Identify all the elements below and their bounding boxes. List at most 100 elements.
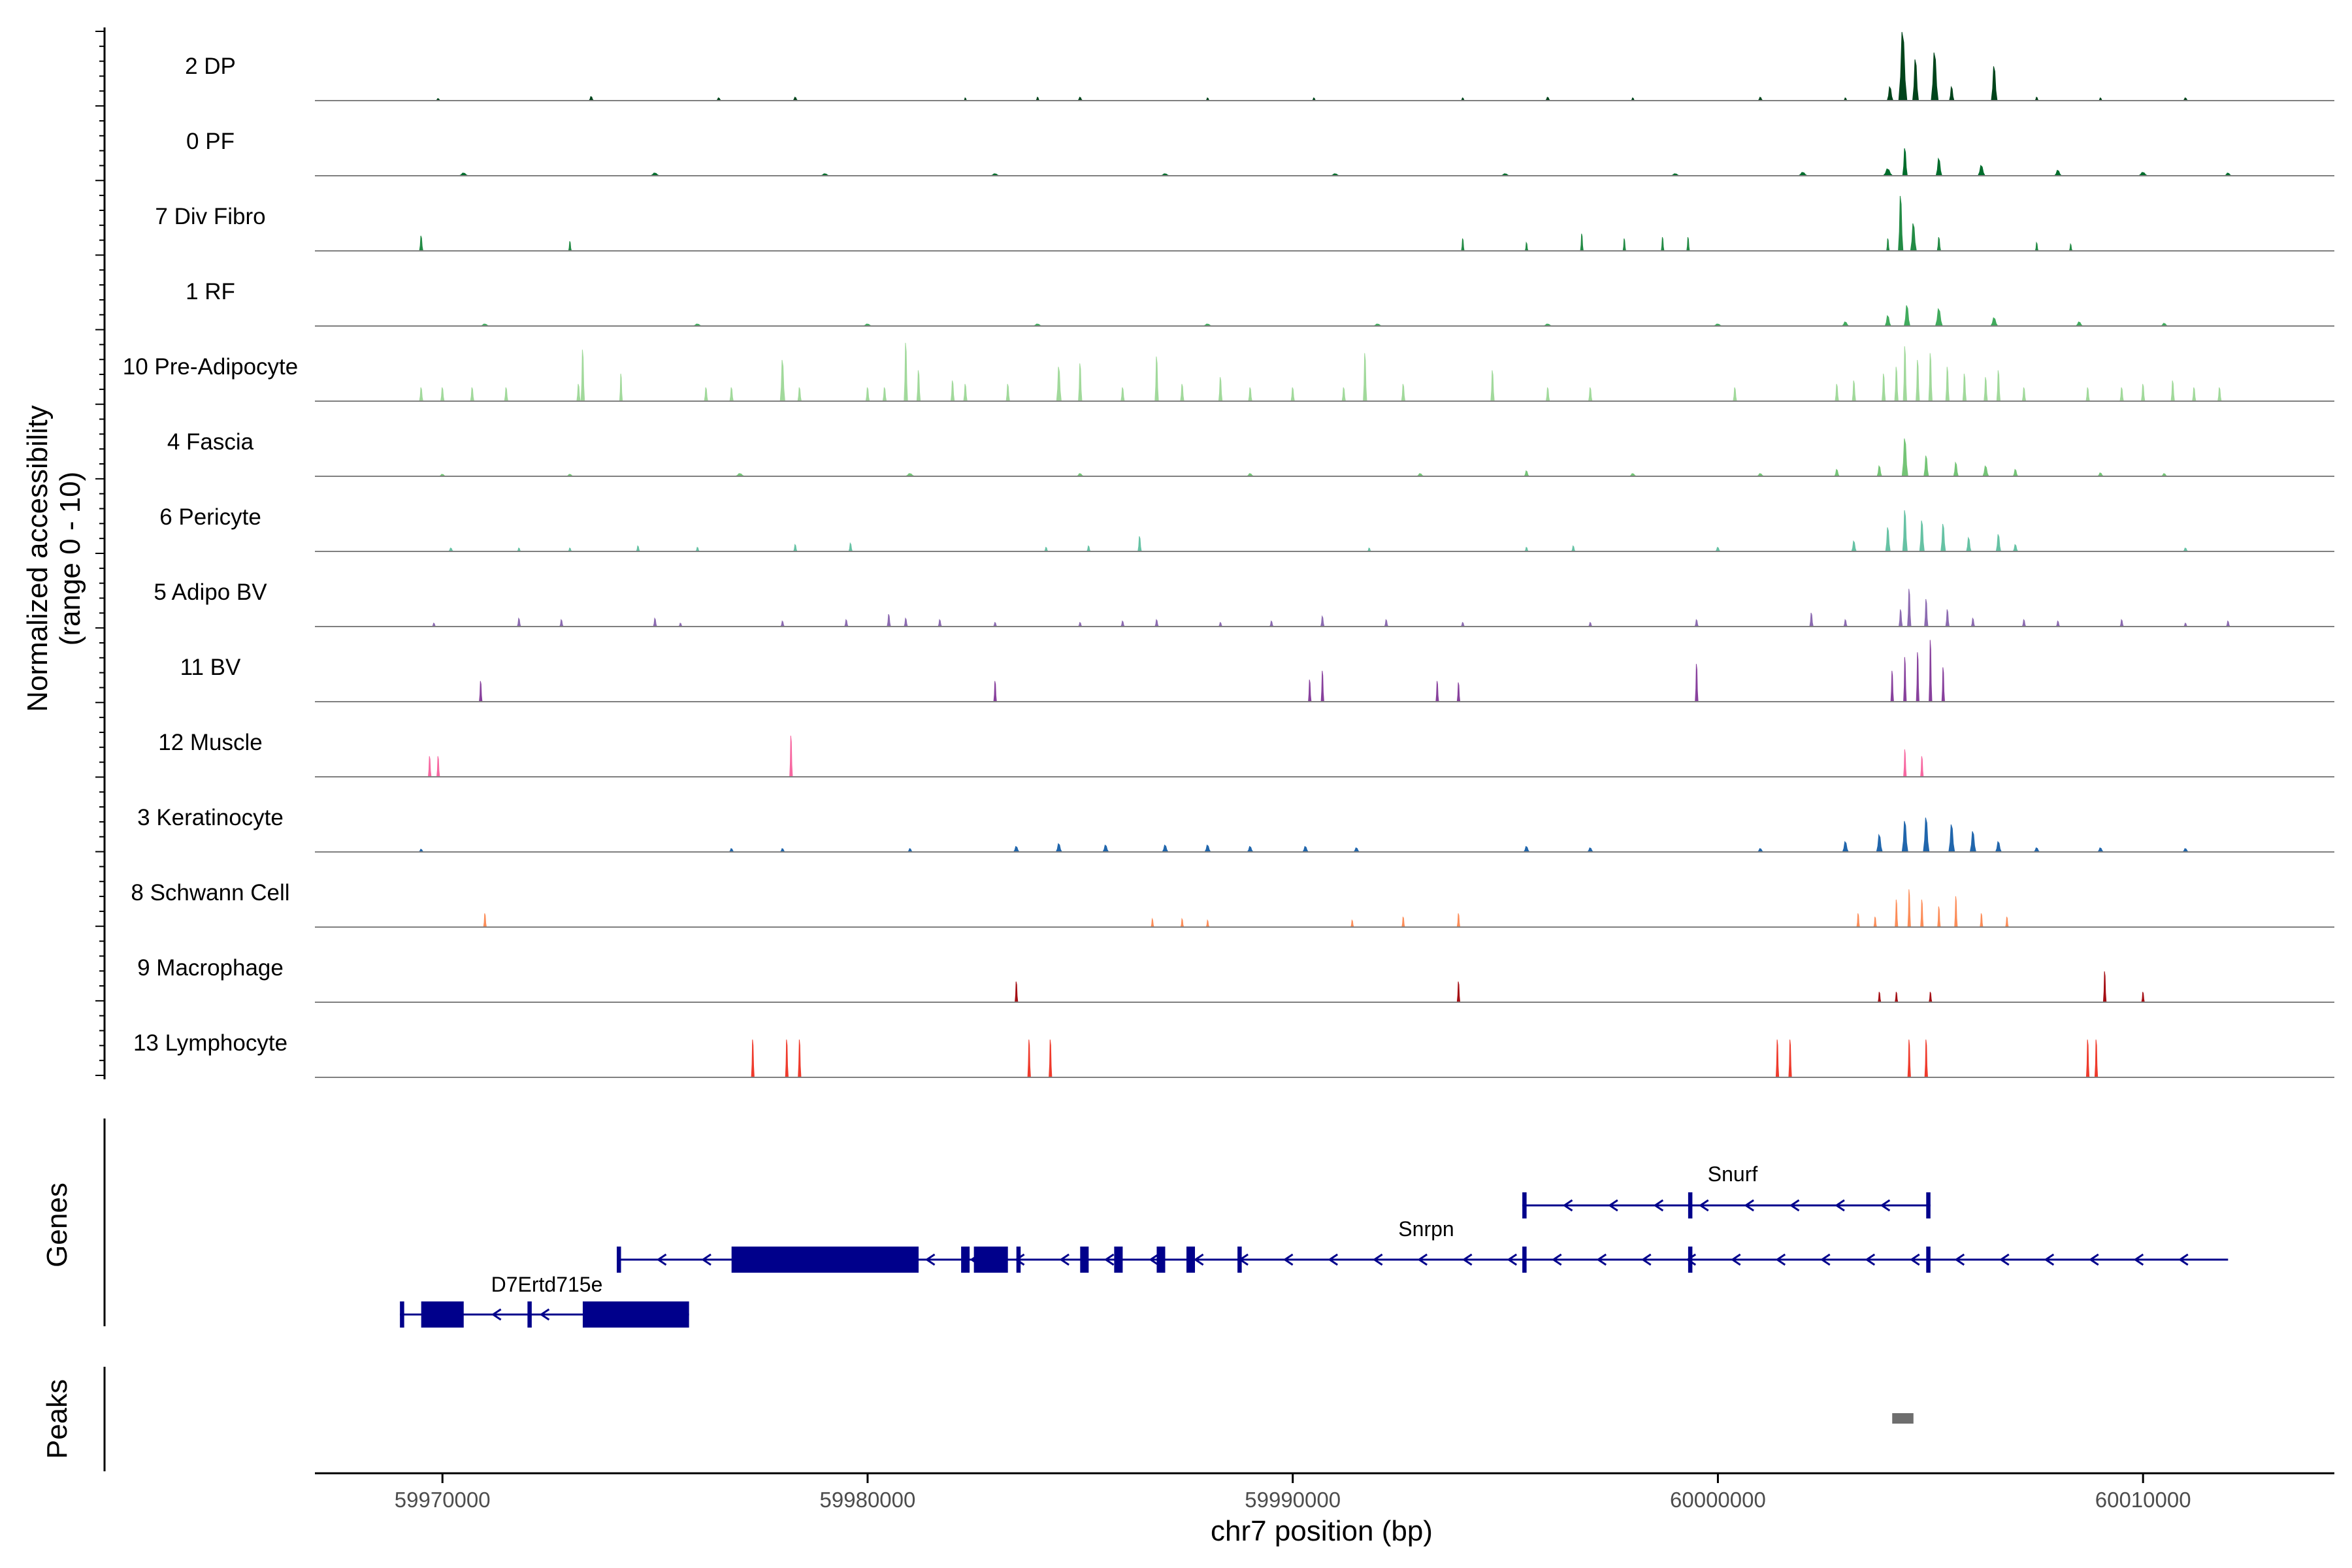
coverage-peak xyxy=(653,617,657,627)
strand-arrow xyxy=(701,1253,711,1266)
coverage-peak xyxy=(1341,387,1347,402)
track-1: 2 DP xyxy=(185,31,2334,101)
coverage-peak xyxy=(1895,992,1899,1003)
strand-arrow xyxy=(1596,1253,1607,1266)
coverage-peak xyxy=(789,735,793,777)
coverage-peak xyxy=(1919,520,1925,552)
coverage-peak xyxy=(1894,367,1899,402)
gene-exon xyxy=(1080,1247,1089,1273)
coverage-peak xyxy=(1218,377,1223,402)
coverage-peak xyxy=(1695,664,1699,702)
coverage-peak xyxy=(1903,657,1907,702)
coverage-peak xyxy=(1843,619,1848,627)
coverage-peak xyxy=(963,384,968,402)
coverage-peak xyxy=(1982,465,1989,477)
gene-snurf: Snurf xyxy=(1522,1162,1931,1218)
y-axis-title-line1: Normalized accessibility xyxy=(22,405,54,711)
coverage-peak xyxy=(904,342,908,402)
coverage-peak xyxy=(576,384,581,402)
coverage-peak xyxy=(1290,387,1296,402)
strand-arrow xyxy=(1507,1253,1518,1266)
gene-label: D7Ertd715e xyxy=(491,1273,603,1296)
peak-region-track xyxy=(103,1367,1914,1471)
x-tick-label: 59980000 xyxy=(820,1488,916,1512)
coverage-peak xyxy=(1886,86,1894,101)
strand-arrow xyxy=(1103,1253,1115,1266)
strand-arrow xyxy=(1641,1253,1652,1266)
coverage-peak xyxy=(2225,620,2230,627)
coverage-peak xyxy=(2012,468,2019,477)
gene-exon xyxy=(1926,1247,1931,1273)
strand-arrow xyxy=(1789,1199,1800,1212)
coverage-peak xyxy=(1401,384,1406,402)
coverage-peak xyxy=(1995,534,2002,552)
coverage-peak xyxy=(1990,317,1999,327)
coverage-peak xyxy=(436,756,440,777)
coverage-peak xyxy=(2085,1039,2090,1078)
coverage-peak xyxy=(1524,241,1529,252)
coverage-peak xyxy=(2021,387,2027,402)
coverage-peak xyxy=(1970,617,1976,627)
gene-exon xyxy=(961,1247,970,1273)
coverage-peak xyxy=(1154,356,1159,402)
coverage-peak xyxy=(844,619,849,627)
coverage-peak xyxy=(1027,1039,1031,1078)
coverage-peak xyxy=(1929,640,1933,702)
gene-exon xyxy=(973,1247,1008,1273)
coverage-peak xyxy=(882,387,887,402)
coverage-peak xyxy=(1102,844,1109,853)
track-9: 11 BV xyxy=(180,640,2334,702)
track-8: 5 Adipo BV xyxy=(154,580,2334,627)
y-axis xyxy=(95,27,106,1079)
x-axis: 59970000 59980000 59990000 60000000 60010000 xyxy=(315,1472,2334,1512)
coverage-peak xyxy=(1882,168,1894,176)
gene-exon xyxy=(421,1301,464,1328)
coverage-peak xyxy=(1686,237,1690,252)
coverage-peak xyxy=(1162,844,1169,853)
track-2: 0 PF xyxy=(186,129,2334,176)
track-12: 8 Schwann Cell xyxy=(131,880,2334,928)
gene-exon xyxy=(731,1247,919,1273)
gene-label: Snrpn xyxy=(1398,1217,1454,1241)
coverage-peak xyxy=(950,380,955,402)
coverage-peak xyxy=(1180,917,1184,928)
coverage-peak xyxy=(1571,545,1576,552)
coverage-peak xyxy=(729,387,734,402)
coverage-peak xyxy=(1954,896,1958,928)
coverage-peak xyxy=(1903,305,1911,327)
coverage-peak xyxy=(1247,845,1254,853)
coverage-peak xyxy=(1456,913,1461,928)
coverage-peak xyxy=(1835,384,1839,402)
x-tick-label: 60010000 xyxy=(2095,1488,2191,1512)
coverage-peak xyxy=(1966,536,1972,552)
strand-arrow xyxy=(1551,1253,1562,1266)
coverage-peak xyxy=(1916,652,1919,702)
coverage-peak xyxy=(1851,540,1857,552)
gene-exon xyxy=(582,1301,689,1328)
coverage-peak xyxy=(1884,315,1891,327)
coverage-peak xyxy=(1524,470,1530,477)
track-10: 12 Muscle xyxy=(158,730,2334,777)
track-14: 13 Lymphocyte xyxy=(133,1030,2334,1078)
strand-arrow xyxy=(539,1308,550,1321)
coverage-peak xyxy=(887,613,891,627)
coverage-peak xyxy=(2141,992,2145,1003)
coverage-peak xyxy=(993,681,997,702)
coverage-peak xyxy=(1876,834,1883,853)
coverage-peak xyxy=(1935,157,1942,176)
coverage-peak xyxy=(1137,536,1142,552)
coverage-peak xyxy=(2170,380,2175,402)
track-11: 3 Keratinocyte xyxy=(137,805,2334,853)
coverage-peak xyxy=(1733,387,1737,402)
strand-arrow xyxy=(1462,1253,1473,1266)
gene-exon xyxy=(1522,1247,1527,1273)
coverage-peak xyxy=(1928,353,1933,402)
coverage-peak xyxy=(419,387,424,402)
coverage-peak xyxy=(2053,169,2063,176)
coverage-peak xyxy=(580,350,585,402)
coverage-peak xyxy=(1523,845,1531,853)
peaks-track-title: Peaks xyxy=(41,1379,73,1459)
coverage-peak xyxy=(1901,821,1908,853)
coverage-peak xyxy=(470,387,475,402)
